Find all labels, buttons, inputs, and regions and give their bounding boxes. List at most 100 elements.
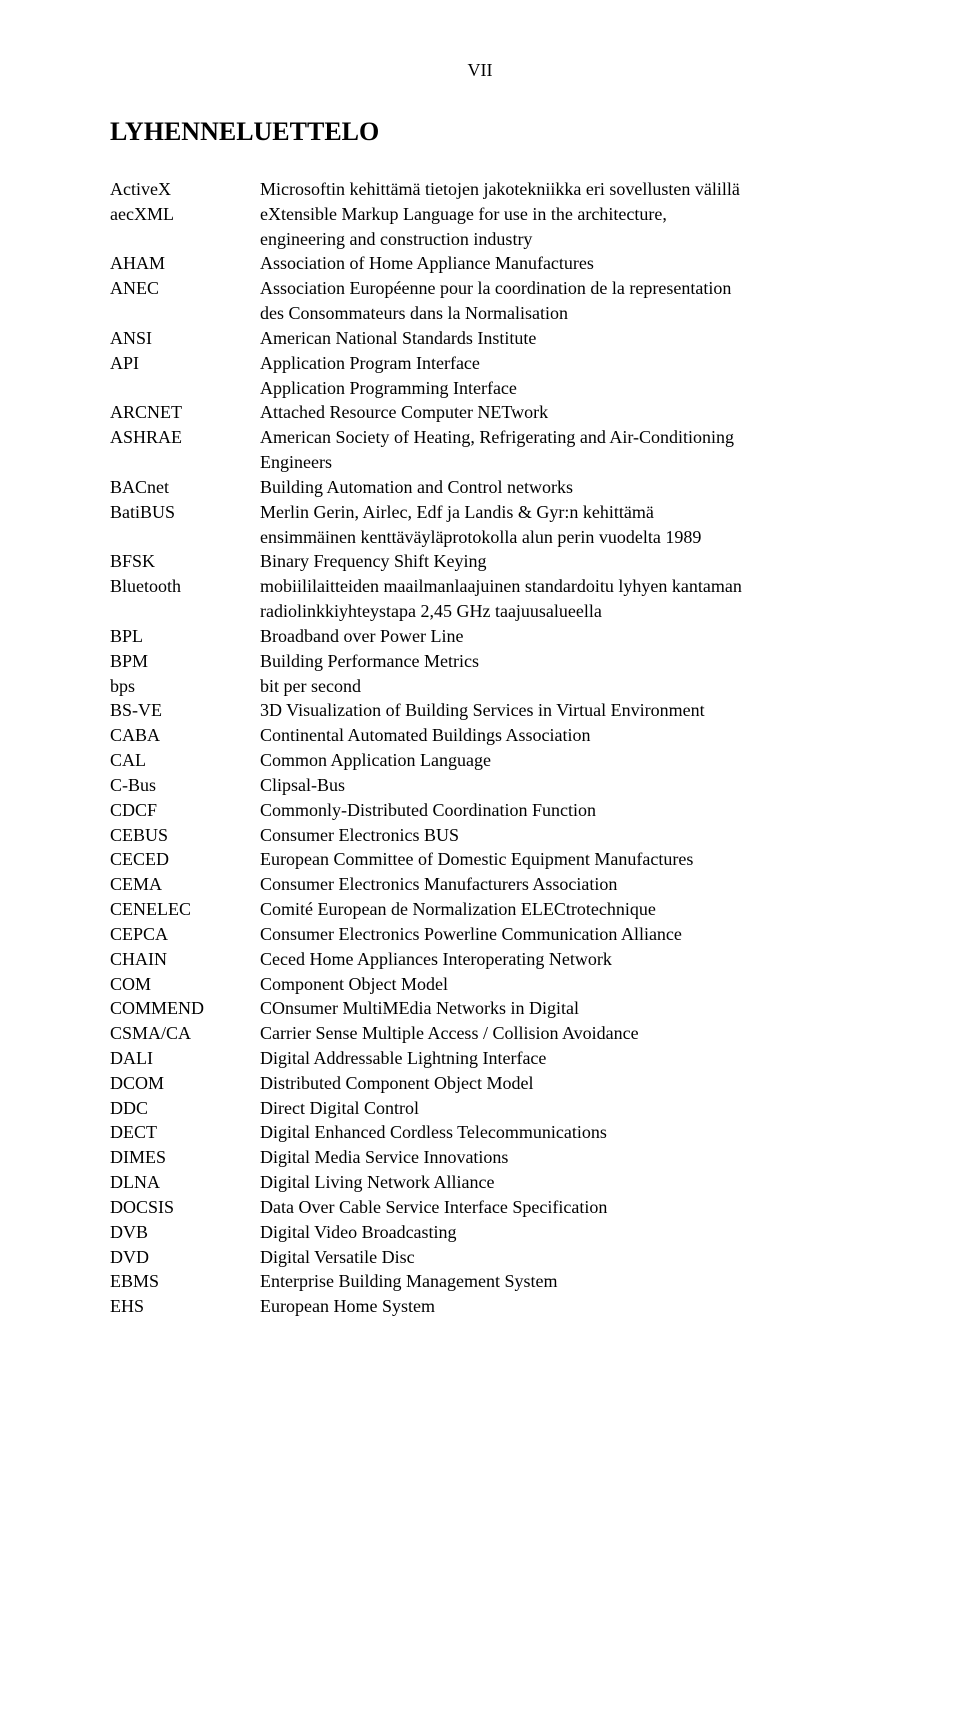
list-item: DCOMDistributed Component Object Model	[110, 1071, 850, 1096]
definition: Broadband over Power Line	[260, 624, 850, 649]
list-item: DALIDigital Addressable Lightning Interf…	[110, 1046, 850, 1071]
definition: radiolinkkiyhteystapa 2,45 GHz taajuusal…	[260, 599, 850, 624]
list-item: BatiBUSMerlin Gerin, Airlec, Edf ja Land…	[110, 500, 850, 525]
definition: engineering and construction industry	[260, 227, 850, 252]
definition: des Consommateurs dans la Normalisation	[260, 301, 850, 326]
abbreviation: BPL	[110, 624, 260, 649]
definition: eXtensible Markup Language for use in th…	[260, 202, 850, 227]
abbreviation: AHAM	[110, 251, 260, 276]
definition: Binary Frequency Shift Keying	[260, 549, 850, 574]
list-item: BPLBroadband over Power Line	[110, 624, 850, 649]
definition: Digital Addressable Lightning Interface	[260, 1046, 850, 1071]
list-item: CALCommon Application Language	[110, 748, 850, 773]
list-item-continuation: Engineers	[110, 450, 850, 475]
abbreviation: ANEC	[110, 276, 260, 301]
definition: Attached Resource Computer NETwork	[260, 400, 850, 425]
abbreviation: EHS	[110, 1294, 260, 1319]
list-item: BPMBuilding Performance Metrics	[110, 649, 850, 674]
definition: Digital Living Network Alliance	[260, 1170, 850, 1195]
definition: mobiililaitteiden maailmanlaajuinen stan…	[260, 574, 850, 599]
definition: Merlin Gerin, Airlec, Edf ja Landis & Gy…	[260, 500, 850, 525]
abbreviation: EBMS	[110, 1269, 260, 1294]
abbreviation: BFSK	[110, 549, 260, 574]
list-item: BS-VE3D Visualization of Building Servic…	[110, 698, 850, 723]
definition: Engineers	[260, 450, 850, 475]
abbreviation: bps	[110, 674, 260, 699]
abbreviation: ARCNET	[110, 400, 260, 425]
abbreviation: CEPCA	[110, 922, 260, 947]
list-item: ASHRAEAmerican Society of Heating, Refri…	[110, 425, 850, 450]
abbreviation: BACnet	[110, 475, 260, 500]
abbreviation: DOCSIS	[110, 1195, 260, 1220]
list-item-continuation: ensimmäinen kenttäväyläprotokolla alun p…	[110, 525, 850, 550]
definition: Distributed Component Object Model	[260, 1071, 850, 1096]
list-item: CECEDEuropean Committee of Domestic Equi…	[110, 847, 850, 872]
definition: Ceced Home Appliances Interoperating Net…	[260, 947, 850, 972]
abbreviation: CECED	[110, 847, 260, 872]
list-item: Bluetoothmobiililaitteiden maailmanlaaju…	[110, 574, 850, 599]
definition: European Committee of Domestic Equipment…	[260, 847, 850, 872]
definition: Clipsal-Bus	[260, 773, 850, 798]
list-item: bpsbit per second	[110, 674, 850, 699]
abbreviation: COM	[110, 972, 260, 997]
definition: Digital Enhanced Cordless Telecommunicat…	[260, 1120, 850, 1145]
definition: European Home System	[260, 1294, 850, 1319]
abbreviation: ActiveX	[110, 177, 260, 202]
abbreviation: CEBUS	[110, 823, 260, 848]
page-number: VII	[110, 60, 850, 81]
abbreviation: DVD	[110, 1245, 260, 1270]
definition: Digital Media Service Innovations	[260, 1145, 850, 1170]
definition: Building Automation and Control networks	[260, 475, 850, 500]
definition: American Society of Heating, Refrigerati…	[260, 425, 850, 450]
list-item: ANSIAmerican National Standards Institut…	[110, 326, 850, 351]
abbreviation: CENELEC	[110, 897, 260, 922]
list-item: AHAMAssociation of Home Appliance Manufa…	[110, 251, 850, 276]
list-item: APIApplication Program Interface	[110, 351, 850, 376]
abbreviation: C-Bus	[110, 773, 260, 798]
definition: Digital Video Broadcasting	[260, 1220, 850, 1245]
definition: Building Performance Metrics	[260, 649, 850, 674]
list-item: CENELECComité European de Normalization …	[110, 897, 850, 922]
definition: Enterprise Building Management System	[260, 1269, 850, 1294]
abbreviation: Bluetooth	[110, 574, 260, 599]
list-item: DVDDigital Versatile Disc	[110, 1245, 850, 1270]
list-item: CDCFCommonly-Distributed Coordination Fu…	[110, 798, 850, 823]
definition: Microsoftin kehittämä tietojen jakotekni…	[260, 177, 850, 202]
list-item: EHSEuropean Home System	[110, 1294, 850, 1319]
abbreviation: DALI	[110, 1046, 260, 1071]
definition: Comité European de Normalization ELECtro…	[260, 897, 850, 922]
definition: Consumer Electronics Powerline Communica…	[260, 922, 850, 947]
definition: Application Program Interface	[260, 351, 850, 376]
definition: 3D Visualization of Building Services in…	[260, 698, 850, 723]
list-item: DLNADigital Living Network Alliance	[110, 1170, 850, 1195]
abbreviation: API	[110, 351, 260, 376]
definition: Association of Home Appliance Manufactur…	[260, 251, 850, 276]
definition: American National Standards Institute	[260, 326, 850, 351]
abbreviation: CSMA/CA	[110, 1021, 260, 1046]
definition: Consumer Electronics BUS	[260, 823, 850, 848]
list-item: EBMSEnterprise Building Management Syste…	[110, 1269, 850, 1294]
page-title: LYHENNELUETTELO	[110, 117, 850, 147]
definition: Direct Digital Control	[260, 1096, 850, 1121]
definition: ensimmäinen kenttäväyläprotokolla alun p…	[260, 525, 850, 550]
definition: Consumer Electronics Manufacturers Assoc…	[260, 872, 850, 897]
list-item: ARCNETAttached Resource Computer NETwork	[110, 400, 850, 425]
list-item: DVBDigital Video Broadcasting	[110, 1220, 850, 1245]
list-item: CHAINCeced Home Appliances Interoperatin…	[110, 947, 850, 972]
definition: Data Over Cable Service Interface Specif…	[260, 1195, 850, 1220]
abbreviation: ANSI	[110, 326, 260, 351]
definition: Continental Automated Buildings Associat…	[260, 723, 850, 748]
list-item: CEMAConsumer Electronics Manufacturers A…	[110, 872, 850, 897]
definition: bit per second	[260, 674, 850, 699]
definition: Application Programming Interface	[260, 376, 850, 401]
abbreviation: BS-VE	[110, 698, 260, 723]
abbreviation: DIMES	[110, 1145, 260, 1170]
list-item: DECTDigital Enhanced Cordless Telecommun…	[110, 1120, 850, 1145]
abbreviation-list: ActiveXMicrosoftin kehittämä tietojen ja…	[110, 177, 850, 1319]
list-item: DOCSISData Over Cable Service Interface …	[110, 1195, 850, 1220]
abbreviation: DDC	[110, 1096, 260, 1121]
abbreviation: CABA	[110, 723, 260, 748]
list-item: COMComponent Object Model	[110, 972, 850, 997]
list-item: COMMENDCOnsumer MultiMEdia Networks in D…	[110, 996, 850, 1021]
list-item: ActiveXMicrosoftin kehittämä tietojen ja…	[110, 177, 850, 202]
